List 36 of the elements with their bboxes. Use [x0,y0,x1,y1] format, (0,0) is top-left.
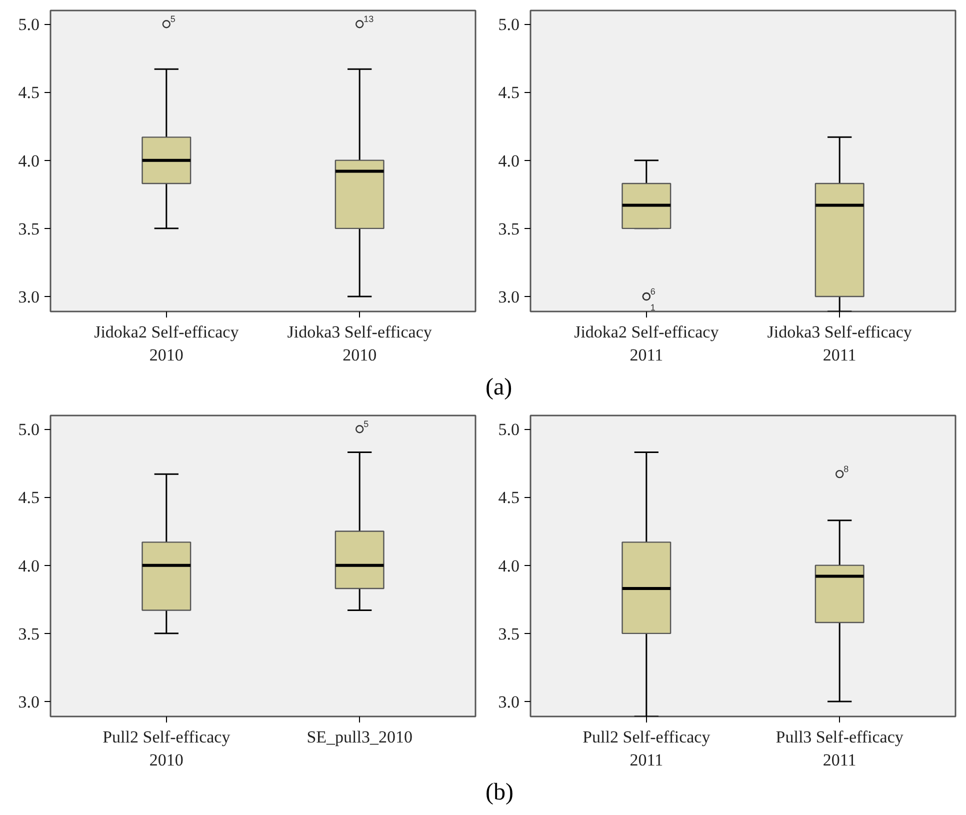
y-tick-label: 3.0 [498,692,520,712]
y-tick-label: 4.0 [498,151,520,170]
y-tick-label: 3.5 [18,624,40,644]
y-tick-label: 5.0 [498,15,520,34]
annotation: 6 [650,286,656,297]
y-tick-label: 4.5 [18,488,40,508]
annotation: 13 [364,14,374,24]
y-tick-label: 4.0 [498,556,520,576]
x-tick-label: Pull3 Self-efficacy 2011 [776,728,904,770]
x-tick-label: Pull2 Self-efficacy 2011 [582,728,711,770]
y-tick-label: 4.0 [18,151,40,170]
annotation: 5 [170,14,176,24]
x-tick-label: Jidoka3 Self-efficacy 2011 [767,322,912,364]
y-tick-label: 4.0 [18,556,40,576]
text: (b) [486,780,514,806]
x-tick-label: Jidoka2 Self-efficacy 2011 [574,322,720,364]
y-tick-label: 3.0 [18,288,40,307]
x-tick-label: Pull2 Self-efficacy 2010 [102,728,231,770]
annotation: 8 [844,464,849,474]
annotation: 1 [650,302,656,313]
y-tick-label: 5.0 [18,15,40,34]
x-tick-label: SE_pull3_2010 [306,728,412,746]
y-tick-label: 4.5 [498,488,520,508]
y-tick-label: 3.5 [498,219,520,238]
y-tick-label: 3.5 [498,624,520,644]
y-tick-label: 4.5 [18,83,40,102]
text: (a) [486,374,512,400]
annotation: 5 [364,419,369,430]
x-tick-label: Jidoka2 Self-efficacy 2010 [94,322,240,364]
y-tick-label: 3.5 [18,219,40,238]
y-tick-label: 5.0 [18,420,40,440]
x-tick-label: Jidoka3 Self-efficacy 2010 [287,322,432,364]
y-tick-label: 3.0 [18,692,40,712]
y-tick-label: 4.5 [498,83,520,102]
y-tick-label: 5.0 [498,420,520,440]
y-tick-label: 3.0 [498,288,520,307]
